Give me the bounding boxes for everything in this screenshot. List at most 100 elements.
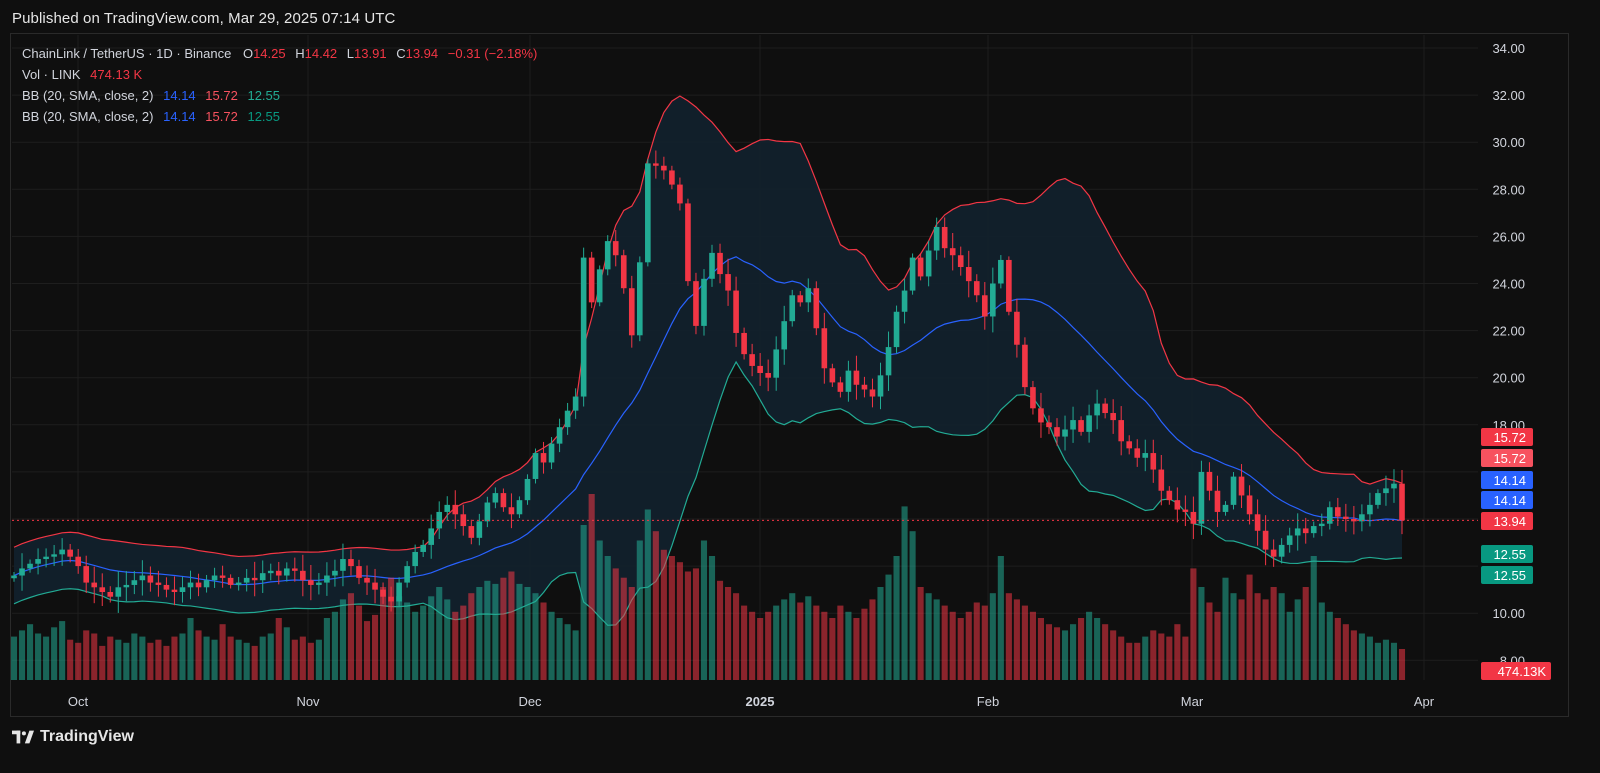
candle-body[interactable]	[998, 259, 1004, 284]
chart-frame[interactable]	[10, 33, 1569, 717]
candle-body[interactable]	[564, 410, 571, 428]
candle-body[interactable]	[1054, 427, 1060, 437]
candle-body[interactable]	[1335, 507, 1341, 517]
candle-body[interactable]	[805, 288, 812, 303]
candle-body[interactable]	[203, 580, 210, 588]
candle-body[interactable]	[1262, 530, 1269, 550]
candle-body[interactable]	[468, 526, 475, 538]
candle-body[interactable]	[821, 328, 828, 369]
candle-body[interactable]	[853, 370, 860, 385]
candle-body[interactable]	[356, 566, 362, 578]
candle-body[interactable]	[677, 184, 683, 204]
candle-body[interactable]	[1206, 471, 1213, 491]
candle-body[interactable]	[420, 544, 426, 552]
candle-body[interactable]	[765, 372, 771, 378]
candle-body[interactable]	[653, 163, 659, 166]
candle-body[interactable]	[1086, 415, 1092, 432]
candle-body[interactable]	[163, 584, 170, 590]
candle-body[interactable]	[187, 582, 194, 588]
candle-body[interactable]	[861, 384, 868, 390]
candle-body[interactable]	[1142, 453, 1149, 458]
candle-body[interactable]	[19, 568, 25, 576]
candle-body[interactable]	[1383, 488, 1389, 494]
candle-body[interactable]	[701, 278, 707, 326]
legend-symbol[interactable]: ChainLink / TetherUS · 1D · Binance	[22, 46, 232, 61]
candle-body[interactable]	[452, 504, 459, 515]
candle-body[interactable]	[332, 570, 338, 576]
candle-body[interactable]	[1246, 495, 1253, 515]
candle-body[interactable]	[1150, 453, 1157, 470]
tradingview-logo[interactable]: TradingView	[12, 728, 134, 746]
candle-body[interactable]	[893, 311, 900, 348]
candle-body[interactable]	[428, 528, 435, 545]
candle-body[interactable]	[869, 389, 876, 397]
candle-body[interactable]	[1278, 544, 1285, 557]
candle-body[interactable]	[500, 493, 507, 508]
candle-body[interactable]	[292, 568, 298, 571]
candle-body[interactable]	[1062, 429, 1068, 437]
candle-body[interactable]	[661, 165, 667, 171]
candle-body[interactable]	[1326, 507, 1333, 524]
candle-body[interactable]	[107, 592, 114, 597]
candle-body[interactable]	[1190, 511, 1197, 524]
candle-body[interactable]	[941, 226, 948, 249]
candle-body[interactable]	[283, 568, 290, 576]
candle-body[interactable]	[300, 570, 306, 581]
candle-body[interactable]	[27, 563, 33, 569]
candle-body[interactable]	[845, 370, 852, 392]
candle-body[interactable]	[1302, 528, 1309, 534]
candle-body[interactable]	[476, 521, 483, 538]
candle-body[interactable]	[1014, 311, 1020, 345]
candle-body[interactable]	[973, 281, 980, 296]
candle-body[interactable]	[1214, 490, 1221, 512]
candle-body[interactable]	[364, 577, 370, 583]
candle-body[interactable]	[139, 575, 146, 581]
candle-body[interactable]	[781, 321, 788, 350]
candle-body[interactable]	[492, 493, 499, 503]
candle-body[interactable]	[1391, 483, 1397, 489]
candle-body[interactable]	[1294, 528, 1301, 536]
candle-body[interactable]	[645, 163, 651, 263]
candle-body[interactable]	[1238, 476, 1245, 496]
candle-body[interactable]	[404, 566, 410, 583]
candle-body[interactable]	[1006, 259, 1012, 312]
candle-body[interactable]	[115, 587, 122, 597]
candle-body[interactable]	[990, 283, 996, 317]
candle-body[interactable]	[1270, 549, 1277, 557]
candle-body[interactable]	[1182, 509, 1189, 512]
candle-body[interactable]	[797, 295, 804, 303]
legend-bb2-label[interactable]: BB (20, SMA, close, 2)	[22, 109, 154, 124]
candle-body[interactable]	[508, 507, 515, 515]
candle-body[interactable]	[725, 274, 731, 291]
candle-body[interactable]	[275, 570, 282, 576]
candle-body[interactable]	[957, 255, 964, 268]
candle-body[interactable]	[596, 269, 603, 303]
candle-body[interactable]	[412, 551, 418, 567]
candle-body[interactable]	[267, 570, 274, 574]
candle-body[interactable]	[901, 290, 908, 312]
bollinger-upper-line[interactable]	[13, 95, 1403, 558]
candle-body[interactable]	[540, 453, 547, 463]
candle-body[interactable]	[324, 575, 330, 583]
candle-body[interactable]	[1094, 403, 1100, 416]
candle-body[interactable]	[171, 589, 178, 593]
candle-body[interactable]	[123, 584, 130, 588]
candle-body[interactable]	[436, 511, 443, 529]
candle-body[interactable]	[35, 559, 41, 564]
candle-body[interactable]	[219, 575, 226, 578]
candle-body[interactable]	[757, 365, 763, 373]
candle-body[interactable]	[99, 587, 106, 593]
candle-body[interactable]	[685, 203, 691, 282]
candle-body[interactable]	[1118, 420, 1124, 442]
candle-body[interactable]	[51, 554, 57, 557]
candle-body[interactable]	[372, 582, 378, 590]
candle-body[interactable]	[1110, 413, 1116, 421]
candle-body[interactable]	[1318, 523, 1325, 527]
candle-body[interactable]	[620, 255, 627, 289]
candle-body[interactable]	[235, 582, 242, 585]
candle-body[interactable]	[829, 368, 836, 383]
candle-body[interactable]	[1174, 500, 1181, 510]
candle-body[interactable]	[1230, 476, 1237, 505]
candle-body[interactable]	[693, 281, 699, 326]
candle-body[interactable]	[580, 257, 587, 397]
